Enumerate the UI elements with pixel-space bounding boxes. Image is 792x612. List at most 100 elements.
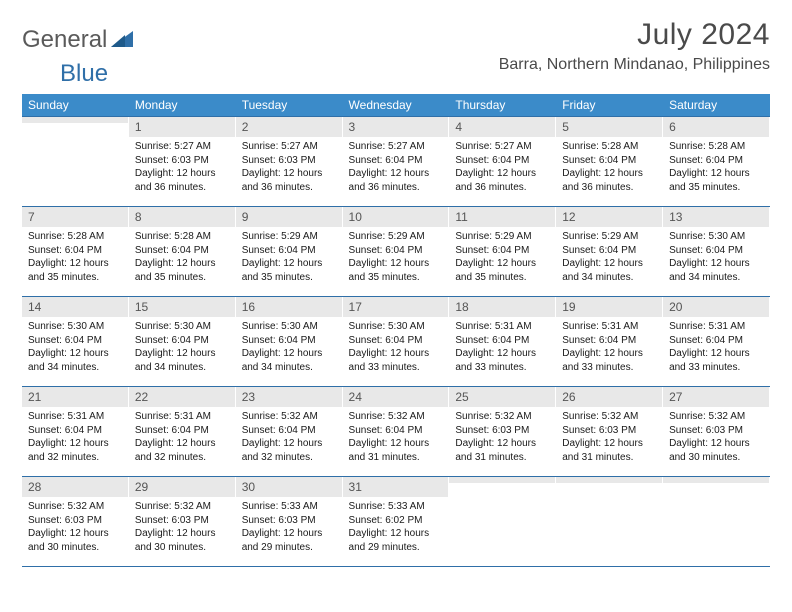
calendar-cell: 26Sunrise: 5:32 AMSunset: 6:03 PMDayligh… bbox=[556, 387, 663, 477]
day-detail bbox=[22, 123, 129, 132]
day-number: 26 bbox=[556, 387, 663, 407]
day-number: 18 bbox=[449, 297, 556, 317]
day-number: 4 bbox=[449, 117, 556, 137]
day-detail: Sunrise: 5:33 AMSunset: 6:02 PMDaylight:… bbox=[343, 497, 450, 560]
brand-part1: General bbox=[22, 26, 107, 54]
calendar-cell: 24Sunrise: 5:32 AMSunset: 6:04 PMDayligh… bbox=[343, 387, 450, 477]
day-number: 7 bbox=[22, 207, 129, 227]
day-number: 27 bbox=[663, 387, 770, 407]
day-detail: Sunrise: 5:30 AMSunset: 6:04 PMDaylight:… bbox=[236, 317, 343, 380]
day-number: 1 bbox=[129, 117, 236, 137]
day-detail: Sunrise: 5:31 AMSunset: 6:04 PMDaylight:… bbox=[22, 407, 129, 470]
day-number: 9 bbox=[236, 207, 343, 227]
calendar-cell: 22Sunrise: 5:31 AMSunset: 6:04 PMDayligh… bbox=[129, 387, 236, 477]
calendar-cell: 3Sunrise: 5:27 AMSunset: 6:04 PMDaylight… bbox=[343, 117, 450, 207]
calendar-cell: 31Sunrise: 5:33 AMSunset: 6:02 PMDayligh… bbox=[343, 477, 450, 567]
logo-triangle-icon bbox=[111, 26, 133, 54]
day-number: 6 bbox=[663, 117, 770, 137]
day-detail: Sunrise: 5:29 AMSunset: 6:04 PMDaylight:… bbox=[236, 227, 343, 290]
calendar-cell bbox=[556, 477, 663, 567]
day-number: 29 bbox=[129, 477, 236, 497]
calendar-cell: 11Sunrise: 5:29 AMSunset: 6:04 PMDayligh… bbox=[449, 207, 556, 297]
day-detail: Sunrise: 5:33 AMSunset: 6:03 PMDaylight:… bbox=[236, 497, 343, 560]
day-detail: Sunrise: 5:28 AMSunset: 6:04 PMDaylight:… bbox=[129, 227, 236, 290]
calendar-cell: 12Sunrise: 5:29 AMSunset: 6:04 PMDayligh… bbox=[556, 207, 663, 297]
day-detail bbox=[449, 483, 556, 492]
day-number: 23 bbox=[236, 387, 343, 407]
day-detail: Sunrise: 5:32 AMSunset: 6:04 PMDaylight:… bbox=[236, 407, 343, 470]
calendar-week-row: 7Sunrise: 5:28 AMSunset: 6:04 PMDaylight… bbox=[22, 207, 770, 297]
day-number: 3 bbox=[343, 117, 450, 137]
weekday-header: Thursday bbox=[449, 94, 556, 117]
calendar-cell: 16Sunrise: 5:30 AMSunset: 6:04 PMDayligh… bbox=[236, 297, 343, 387]
calendar-cell: 27Sunrise: 5:32 AMSunset: 6:03 PMDayligh… bbox=[663, 387, 770, 477]
day-detail: Sunrise: 5:32 AMSunset: 6:03 PMDaylight:… bbox=[449, 407, 556, 470]
day-number: 15 bbox=[129, 297, 236, 317]
weekday-header: Friday bbox=[556, 94, 663, 117]
day-number: 12 bbox=[556, 207, 663, 227]
day-detail: Sunrise: 5:27 AMSunset: 6:03 PMDaylight:… bbox=[236, 137, 343, 200]
calendar-cell: 30Sunrise: 5:33 AMSunset: 6:03 PMDayligh… bbox=[236, 477, 343, 567]
calendar-week-row: 14Sunrise: 5:30 AMSunset: 6:04 PMDayligh… bbox=[22, 297, 770, 387]
day-number: 20 bbox=[663, 297, 770, 317]
day-detail: Sunrise: 5:31 AMSunset: 6:04 PMDaylight:… bbox=[663, 317, 770, 380]
day-number: 2 bbox=[236, 117, 343, 137]
day-detail: Sunrise: 5:32 AMSunset: 6:04 PMDaylight:… bbox=[343, 407, 450, 470]
day-detail: Sunrise: 5:31 AMSunset: 6:04 PMDaylight:… bbox=[129, 407, 236, 470]
day-detail: Sunrise: 5:27 AMSunset: 6:04 PMDaylight:… bbox=[449, 137, 556, 200]
calendar-cell: 5Sunrise: 5:28 AMSunset: 6:04 PMDaylight… bbox=[556, 117, 663, 207]
day-detail bbox=[663, 483, 770, 492]
day-number: 21 bbox=[22, 387, 129, 407]
day-detail bbox=[556, 483, 663, 492]
weekday-header: Tuesday bbox=[236, 94, 343, 117]
day-detail: Sunrise: 5:32 AMSunset: 6:03 PMDaylight:… bbox=[129, 497, 236, 560]
calendar-cell: 14Sunrise: 5:30 AMSunset: 6:04 PMDayligh… bbox=[22, 297, 129, 387]
day-number: 11 bbox=[449, 207, 556, 227]
day-detail: Sunrise: 5:32 AMSunset: 6:03 PMDaylight:… bbox=[556, 407, 663, 470]
calendar-cell: 6Sunrise: 5:28 AMSunset: 6:04 PMDaylight… bbox=[663, 117, 770, 207]
calendar-cell bbox=[663, 477, 770, 567]
brand-part2: Blue bbox=[60, 60, 108, 87]
day-detail: Sunrise: 5:28 AMSunset: 6:04 PMDaylight:… bbox=[22, 227, 129, 290]
calendar-cell: 1Sunrise: 5:27 AMSunset: 6:03 PMDaylight… bbox=[129, 117, 236, 207]
calendar-table: SundayMondayTuesdayWednesdayThursdayFrid… bbox=[22, 94, 770, 567]
day-detail: Sunrise: 5:30 AMSunset: 6:04 PMDaylight:… bbox=[343, 317, 450, 380]
day-detail: Sunrise: 5:31 AMSunset: 6:04 PMDaylight:… bbox=[556, 317, 663, 380]
day-detail: Sunrise: 5:27 AMSunset: 6:04 PMDaylight:… bbox=[343, 137, 450, 200]
day-number: 17 bbox=[343, 297, 450, 317]
weekday-header: Saturday bbox=[663, 94, 770, 117]
day-detail: Sunrise: 5:31 AMSunset: 6:04 PMDaylight:… bbox=[449, 317, 556, 380]
day-number: 24 bbox=[343, 387, 450, 407]
calendar-cell: 23Sunrise: 5:32 AMSunset: 6:04 PMDayligh… bbox=[236, 387, 343, 477]
calendar-week-row: 28Sunrise: 5:32 AMSunset: 6:03 PMDayligh… bbox=[22, 477, 770, 567]
calendar-cell: 28Sunrise: 5:32 AMSunset: 6:03 PMDayligh… bbox=[22, 477, 129, 567]
calendar-cell: 9Sunrise: 5:29 AMSunset: 6:04 PMDaylight… bbox=[236, 207, 343, 297]
calendar-header-row: SundayMondayTuesdayWednesdayThursdayFrid… bbox=[22, 94, 770, 117]
day-number: 30 bbox=[236, 477, 343, 497]
day-number: 16 bbox=[236, 297, 343, 317]
calendar-cell: 7Sunrise: 5:28 AMSunset: 6:04 PMDaylight… bbox=[22, 207, 129, 297]
day-detail: Sunrise: 5:32 AMSunset: 6:03 PMDaylight:… bbox=[663, 407, 770, 470]
day-detail: Sunrise: 5:30 AMSunset: 6:04 PMDaylight:… bbox=[663, 227, 770, 290]
calendar-cell: 15Sunrise: 5:30 AMSunset: 6:04 PMDayligh… bbox=[129, 297, 236, 387]
calendar-cell bbox=[22, 117, 129, 207]
day-detail: Sunrise: 5:28 AMSunset: 6:04 PMDaylight:… bbox=[556, 137, 663, 200]
day-number: 22 bbox=[129, 387, 236, 407]
calendar-cell: 21Sunrise: 5:31 AMSunset: 6:04 PMDayligh… bbox=[22, 387, 129, 477]
brand-logo: General bbox=[22, 26, 135, 54]
weekday-header: Sunday bbox=[22, 94, 129, 117]
calendar-week-row: 21Sunrise: 5:31 AMSunset: 6:04 PMDayligh… bbox=[22, 387, 770, 477]
day-detail: Sunrise: 5:27 AMSunset: 6:03 PMDaylight:… bbox=[129, 137, 236, 200]
calendar-cell: 20Sunrise: 5:31 AMSunset: 6:04 PMDayligh… bbox=[663, 297, 770, 387]
calendar-cell: 13Sunrise: 5:30 AMSunset: 6:04 PMDayligh… bbox=[663, 207, 770, 297]
calendar-week-row: 1Sunrise: 5:27 AMSunset: 6:03 PMDaylight… bbox=[22, 117, 770, 207]
day-detail: Sunrise: 5:29 AMSunset: 6:04 PMDaylight:… bbox=[343, 227, 450, 290]
day-number: 19 bbox=[556, 297, 663, 317]
day-detail: Sunrise: 5:29 AMSunset: 6:04 PMDaylight:… bbox=[556, 227, 663, 290]
calendar-cell: 2Sunrise: 5:27 AMSunset: 6:03 PMDaylight… bbox=[236, 117, 343, 207]
day-number: 31 bbox=[343, 477, 450, 497]
day-detail: Sunrise: 5:30 AMSunset: 6:04 PMDaylight:… bbox=[22, 317, 129, 380]
calendar-cell: 25Sunrise: 5:32 AMSunset: 6:03 PMDayligh… bbox=[449, 387, 556, 477]
day-detail: Sunrise: 5:29 AMSunset: 6:04 PMDaylight:… bbox=[449, 227, 556, 290]
calendar-cell: 29Sunrise: 5:32 AMSunset: 6:03 PMDayligh… bbox=[129, 477, 236, 567]
